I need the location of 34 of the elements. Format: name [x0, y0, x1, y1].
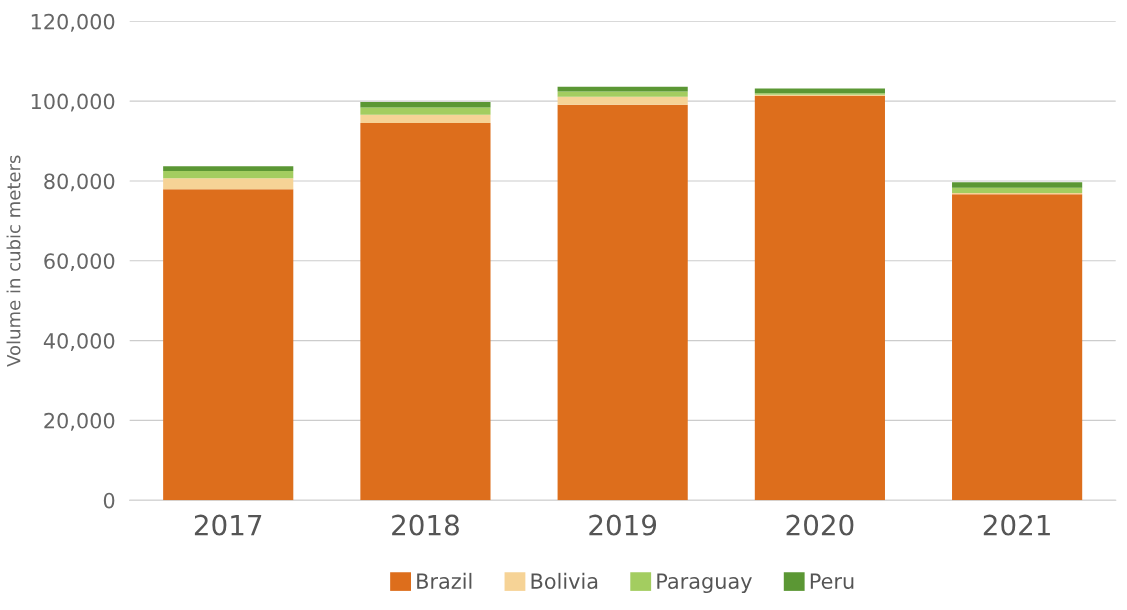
y-tick-label: 60,000: [44, 253, 115, 272]
x-tick-label: 2021: [983, 514, 1050, 536]
bar: [360, 107, 491, 115]
y-tick-label: 120,000: [31, 13, 115, 32]
x-tick-label: 2020: [786, 514, 854, 536]
y-tick-label: 100,000: [31, 93, 115, 112]
bar: [952, 194, 1083, 501]
y-tick-label: 0: [103, 492, 115, 509]
bar: [163, 166, 294, 171]
y-tick-label: 20,000: [44, 412, 115, 431]
bar: [557, 96, 688, 105]
bar: [557, 86, 688, 92]
y-tick-label: 80,000: [44, 173, 115, 192]
bar: [952, 182, 1083, 188]
bar: [754, 95, 885, 501]
x-tick-label: 2017: [194, 514, 262, 536]
y-axis-title: Volume in cubic meters: [6, 155, 21, 367]
bar: [952, 187, 1083, 193]
legend-label: Paraguay: [657, 573, 752, 594]
bar: [557, 91, 688, 97]
bar: [557, 104, 688, 501]
x-tick-label: 2019: [589, 514, 657, 536]
bar: [360, 114, 491, 124]
bar: [754, 88, 885, 94]
legend-label: Peru: [810, 573, 854, 589]
legend-label: Bolivia: [531, 572, 598, 589]
bar: [163, 170, 294, 179]
y-tick-label: 40,000: [43, 333, 115, 351]
legend-label: Brazil: [417, 572, 472, 589]
x-tick-label: 2018: [392, 514, 459, 536]
bar: [360, 101, 491, 108]
bar: [163, 189, 294, 501]
bar: [360, 123, 491, 501]
bar: [163, 178, 294, 190]
